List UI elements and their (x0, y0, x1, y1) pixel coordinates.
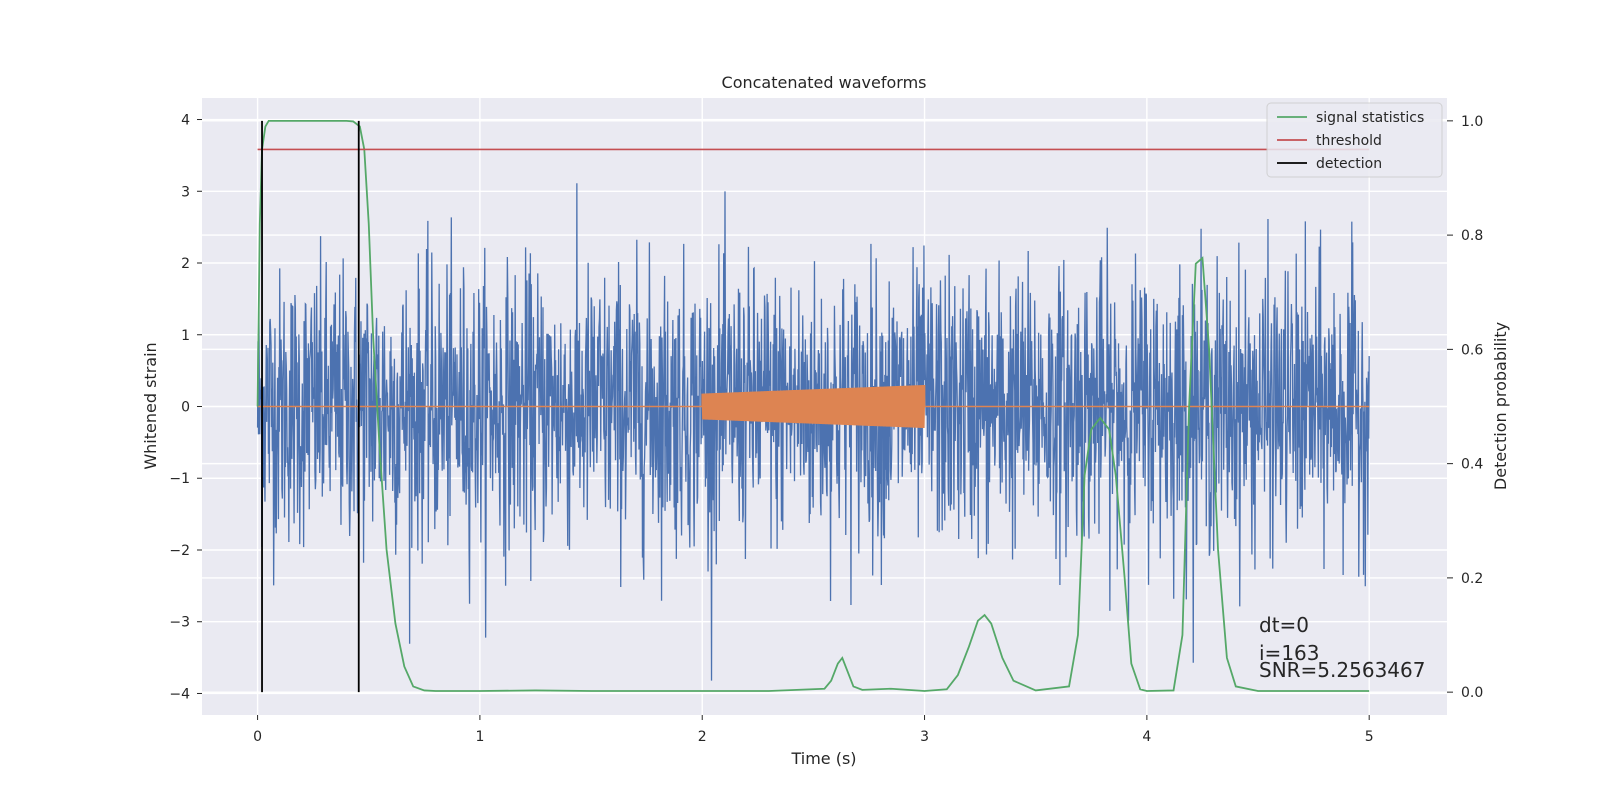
legend-box (1266, 102, 1443, 178)
y-tick-label: −2 (169, 543, 190, 559)
x-tick-label: 5 (1365, 729, 1374, 745)
y2-tick-label: 1.0 (1461, 114, 1483, 130)
y-axis-label: Whitened strain (141, 342, 160, 469)
x-tick-label: 3 (920, 729, 929, 745)
y2-tick-label: 0.6 (1461, 342, 1483, 358)
noise-waveform (256, 183, 1370, 681)
y2-tick-label: 0.0 (1461, 685, 1483, 701)
chart-title: Concatenated waveforms (722, 73, 927, 92)
y-tick-label: 1 (181, 328, 190, 344)
y-axis-ticks: −4 −3 −2 −1 0 1 2 3 4 (169, 113, 202, 702)
y-tick-label: 0 (181, 400, 190, 416)
x-tick-label: 1 (475, 729, 484, 745)
x-axis-label: Time (s) (790, 749, 856, 768)
legend-label-signal-statistics: signal statistics (1316, 110, 1424, 126)
x-tick-label: 4 (1142, 729, 1151, 745)
annotation-snr: SNR=5.2563467 (1259, 658, 1425, 682)
series-layer (256, 119, 1370, 693)
y-tick-label: −4 (169, 686, 190, 702)
plot-area (256, 119, 1370, 693)
y-tick-label: −3 (169, 615, 190, 631)
y2-tick-label: 0.8 (1461, 228, 1483, 244)
y2-axis-ticks: 0.0 0.2 0.4 0.6 0.8 1.0 (1447, 114, 1483, 701)
signal-statistics-line (256, 119, 1370, 692)
x-tick-label: 0 (253, 729, 262, 745)
legend-label-detection: detection (1316, 156, 1382, 172)
y2-tick-label: 0.2 (1461, 571, 1483, 587)
y-tick-label: 3 (181, 184, 190, 200)
y2-axis-label: Detection probability (1491, 322, 1510, 490)
legend: signal statistics threshold detection (1266, 102, 1443, 178)
legend-label-threshold: threshold (1316, 133, 1382, 149)
annotation-dt: dt=0 (1259, 613, 1309, 637)
injected-signal-waveform (257, 384, 1370, 429)
y2-tick-label: 0.4 (1461, 457, 1483, 473)
y-tick-label: −1 (169, 471, 190, 487)
annotation-index: i=163 (1259, 641, 1320, 665)
x-axis-ticks: 0 1 2 3 4 5 (253, 715, 1374, 745)
y-tick-label: 2 (181, 256, 190, 272)
x-tick-label: 2 (698, 729, 707, 745)
y-tick-label: 4 (181, 113, 190, 129)
